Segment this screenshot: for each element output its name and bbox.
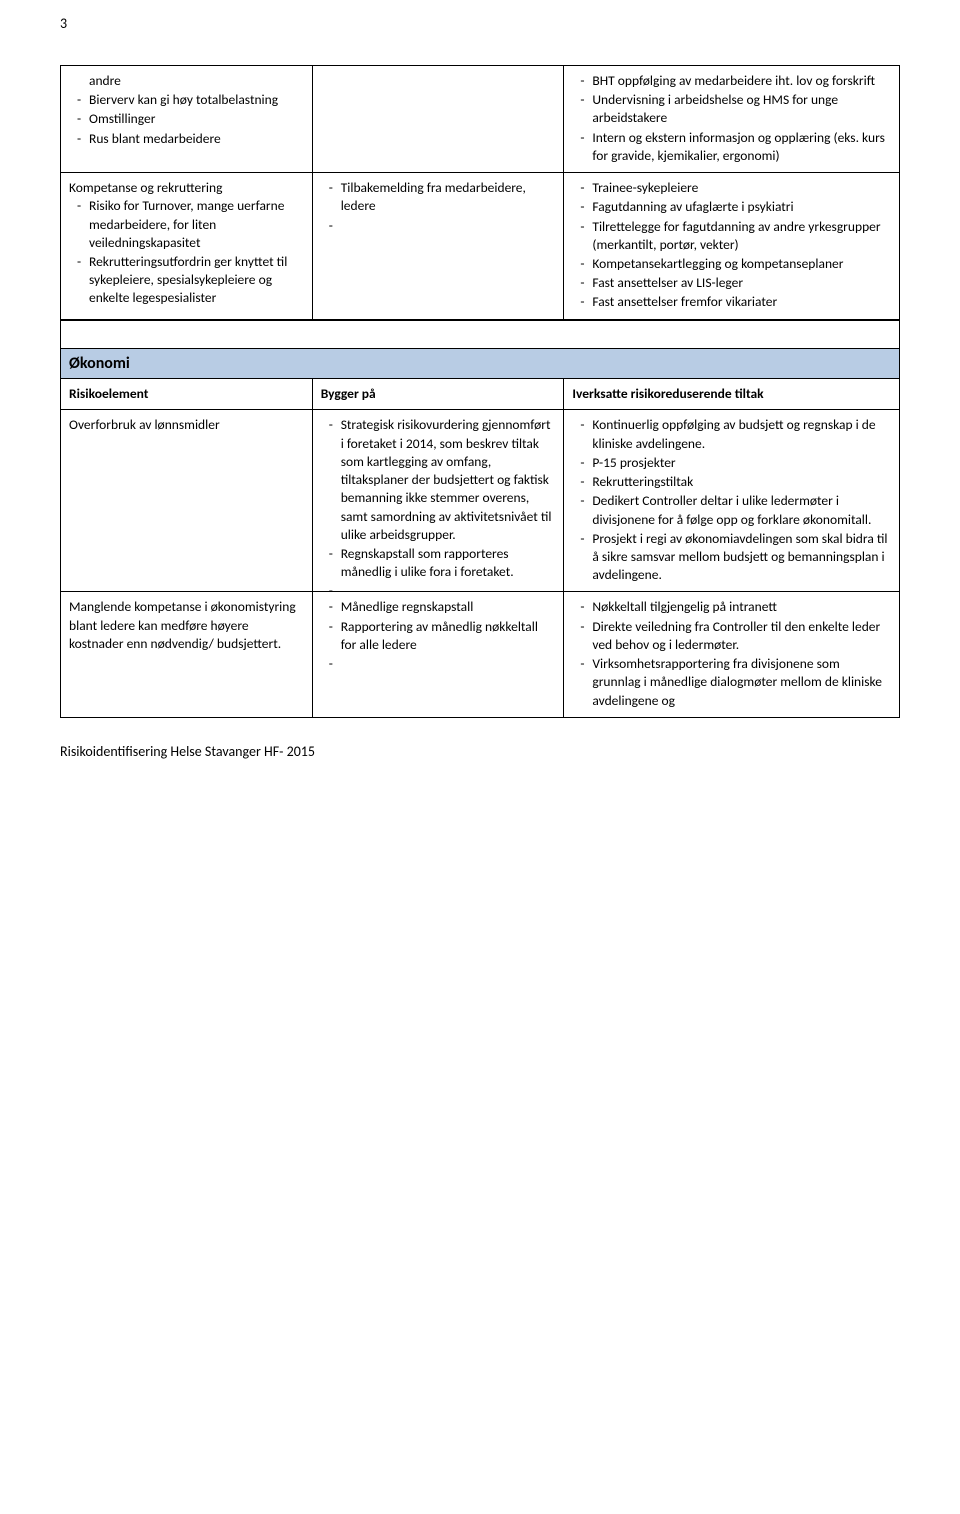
footer-text: Risikoidentifisering Helse Stavanger HF-… bbox=[60, 743, 900, 760]
table-row: Manglende kompetanse i økonomistyring bl… bbox=[61, 592, 900, 717]
top-table: andreBierverv kan gi høy totalbelastning… bbox=[60, 65, 900, 320]
table-row: Kompetanse og rekrutteringRisiko for Tur… bbox=[61, 173, 900, 320]
risk-cell: Overforbruk av lønnsmidler bbox=[61, 410, 313, 592]
basis-cell: Tilbakemelding fra medarbeidere, ledere bbox=[312, 173, 564, 320]
section-heading-okonomi: Økonomi bbox=[61, 348, 900, 379]
column-header: Bygger på bbox=[312, 379, 564, 410]
okonomi-table: ØkonomiRisikoelementBygger påIverksatte … bbox=[60, 320, 900, 718]
page-number: 3 bbox=[60, 15, 67, 32]
spacer-cell bbox=[61, 320, 900, 348]
tiltak-cell: Kontinuerlig oppfølging av budsjett og r… bbox=[564, 410, 900, 592]
tiltak-cell: BHT oppfølging av medarbeidere iht. lov … bbox=[564, 66, 900, 173]
risk-cell: Manglende kompetanse i økonomistyring bl… bbox=[61, 592, 313, 717]
column-header: Risikoelement bbox=[61, 379, 313, 410]
table-row: andreBierverv kan gi høy totalbelastning… bbox=[61, 66, 900, 173]
risk-cell: Kompetanse og rekrutteringRisiko for Tur… bbox=[61, 173, 313, 320]
basis-cell: Strategisk risikovurdering gjennomført i… bbox=[312, 410, 564, 592]
risk-cell: andreBierverv kan gi høy totalbelastning… bbox=[61, 66, 313, 173]
column-header: Iverksatte risikoreduserende tiltak bbox=[564, 379, 900, 410]
table-row: Overforbruk av lønnsmidlerStrategisk ris… bbox=[61, 410, 900, 592]
tiltak-cell: Nøkkeltall tilgjengelig på intranettDire… bbox=[564, 592, 900, 717]
okonomi-header-row: RisikoelementBygger påIverksatte risikor… bbox=[61, 379, 900, 410]
section-heading-label: Økonomi bbox=[61, 348, 900, 379]
basis-cell: Månedlige regnskapstallRapportering av m… bbox=[312, 592, 564, 717]
basis-cell bbox=[312, 66, 564, 173]
tiltak-cell: Trainee-sykepleiereFagutdanning av ufagl… bbox=[564, 173, 900, 320]
